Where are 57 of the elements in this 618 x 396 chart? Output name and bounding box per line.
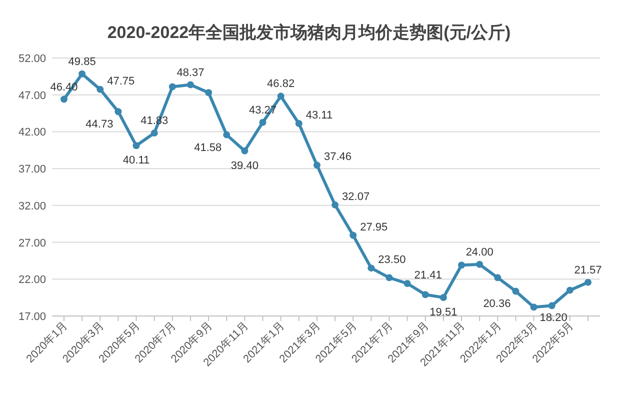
point bbox=[494, 274, 502, 282]
point bbox=[186, 81, 194, 88]
data-label: 41.58 bbox=[194, 142, 222, 154]
data-label: 37.46 bbox=[324, 151, 352, 164]
data-label: 24.00 bbox=[466, 246, 494, 258]
data-label: 27.95 bbox=[360, 221, 388, 234]
data-label: 46.82 bbox=[267, 78, 295, 90]
point bbox=[584, 278, 592, 286]
point bbox=[566, 286, 574, 294]
point bbox=[60, 96, 68, 103]
point bbox=[350, 232, 357, 239]
point bbox=[259, 118, 266, 126]
point bbox=[223, 131, 230, 138]
point bbox=[476, 260, 484, 268]
point bbox=[422, 291, 429, 298]
data-label: 39.40 bbox=[230, 160, 258, 172]
point bbox=[78, 70, 86, 78]
data-label: 44.73 bbox=[86, 118, 114, 131]
y-tick-label: 42.00 bbox=[18, 126, 46, 139]
data-label: 49.85 bbox=[68, 56, 96, 68]
point bbox=[512, 288, 520, 295]
y-tick-label: 22.00 bbox=[18, 274, 46, 286]
point bbox=[114, 108, 122, 116]
data-label: 43.11 bbox=[306, 110, 333, 122]
point bbox=[277, 92, 284, 100]
point bbox=[205, 89, 212, 96]
y-tick-label: 37.00 bbox=[18, 164, 46, 176]
point bbox=[548, 302, 556, 310]
point bbox=[132, 142, 140, 150]
point bbox=[386, 274, 393, 282]
y-tick-label: 47.00 bbox=[18, 90, 46, 102]
data-label: 47.75 bbox=[107, 75, 135, 88]
point bbox=[241, 147, 248, 154]
y-tick-label: 32.00 bbox=[18, 200, 46, 212]
data-label: 19.51 bbox=[430, 306, 458, 318]
y-tick-label: 27.00 bbox=[18, 237, 46, 250]
data-label: 21.57 bbox=[574, 264, 602, 276]
point bbox=[458, 262, 466, 269]
chart-title: 2020-2022年全国批发市场猪肉月均价走势图(元/公斤) bbox=[107, 23, 511, 42]
data-label: 20.36 bbox=[483, 298, 511, 310]
point bbox=[150, 129, 158, 136]
point bbox=[440, 294, 447, 301]
data-label: 48.37 bbox=[176, 66, 204, 79]
point bbox=[530, 304, 538, 311]
data-label: 40.11 bbox=[122, 154, 150, 167]
y-tick-label: 52.00 bbox=[18, 53, 46, 65]
point bbox=[368, 264, 375, 272]
point bbox=[313, 162, 320, 169]
point bbox=[96, 86, 104, 93]
point bbox=[404, 280, 411, 287]
data-label: 21.41 bbox=[414, 269, 442, 282]
y-tick-label: 17.00 bbox=[18, 311, 46, 323]
point bbox=[295, 120, 302, 128]
data-label: 32.07 bbox=[342, 190, 370, 203]
point bbox=[332, 201, 339, 208]
data-label: 23.50 bbox=[378, 254, 406, 266]
point bbox=[168, 83, 176, 90]
